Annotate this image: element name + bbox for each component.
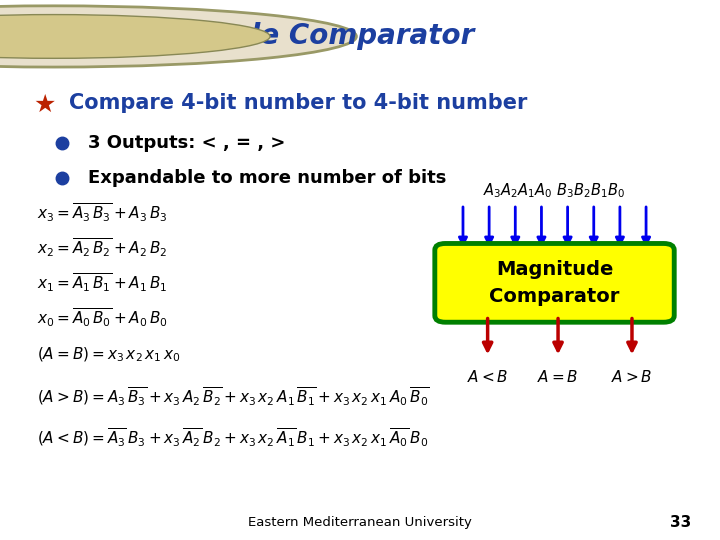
Text: $(A < B) = \overline{A_3}\,B_3 + x_3\,\overline{A_2}\,B_2 + x_3\,x_2\,\overline{: $(A < B) = \overline{A_3}\,B_3 + x_3\,\o… [37, 427, 428, 449]
Text: $x_1 = \overline{A_1}\,\overline{B_1} + A_1\,B_1$: $x_1 = \overline{A_1}\,\overline{B_1} + … [37, 272, 167, 294]
Text: Compare 4-bit number to 4-bit number: Compare 4-bit number to 4-bit number [68, 92, 527, 112]
Text: 33: 33 [670, 515, 691, 530]
Text: $A{<}B$: $A{<}B$ [467, 369, 508, 385]
Text: ★: ★ [33, 92, 56, 117]
Text: Eastern Mediterranean University: Eastern Mediterranean University [248, 516, 472, 529]
Text: $x_2 = \overline{A_2}\,\overline{B_2} + A_2\,B_2$: $x_2 = \overline{A_2}\,\overline{B_2} + … [37, 237, 167, 259]
Text: $(A > B) = A_3\,\overline{B_3} + x_3\,A_2\,\overline{B_2} + x_3\,x_2\,A_1\,\over: $(A > B) = A_3\,\overline{B_3} + x_3\,A_… [37, 386, 429, 408]
Text: $A{=}B$: $A{=}B$ [537, 369, 579, 385]
Circle shape [0, 6, 356, 67]
Text: Magnitude
Comparator: Magnitude Comparator [490, 260, 620, 306]
Text: Expandable to more number of bits: Expandable to more number of bits [89, 169, 446, 187]
Text: $x_3 = \overline{A_3}\,\overline{B_3} + A_3\,B_3$: $x_3 = \overline{A_3}\,\overline{B_3} + … [37, 201, 168, 224]
Text: $A_3A_2A_1A_0\ B_3B_2B_1B_0$: $A_3A_2A_1A_0\ B_3B_2B_1B_0$ [483, 181, 626, 200]
Text: $x_0 = \overline{A_0}\,\overline{B_0} + A_0\,B_0$: $x_0 = \overline{A_0}\,\overline{B_0} + … [37, 306, 168, 329]
Text: $(A = B) = x_3\,x_2\,x_1\,x_0$: $(A = B) = x_3\,x_2\,x_1\,x_0$ [37, 346, 181, 364]
Text: 3 Outputs: < , = , >: 3 Outputs: < , = , > [89, 134, 286, 152]
FancyBboxPatch shape [435, 244, 674, 322]
Text: Magnitude Comparator: Magnitude Comparator [112, 23, 474, 50]
Text: $A{>}B$: $A{>}B$ [611, 369, 653, 385]
Circle shape [0, 15, 270, 58]
